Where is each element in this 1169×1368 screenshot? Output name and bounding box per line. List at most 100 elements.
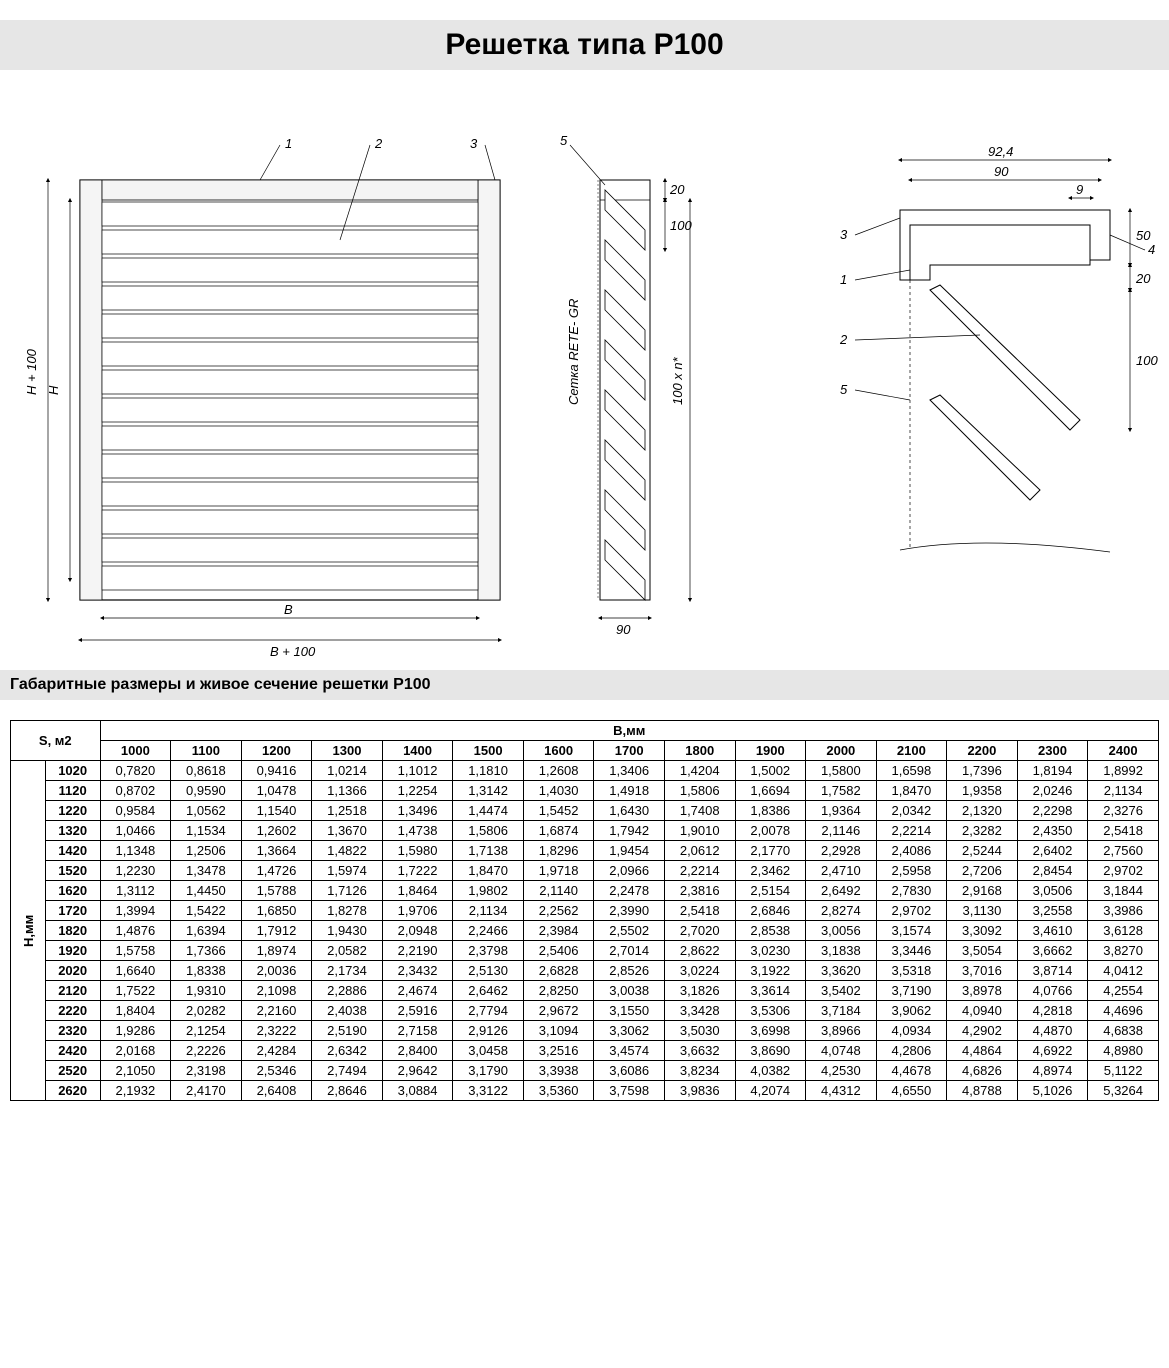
table-corner: S, м2 xyxy=(11,721,101,761)
table-cell: 2,3798 xyxy=(453,941,524,961)
table-cell: 3,5306 xyxy=(735,1001,806,1021)
table-cell: 1,8296 xyxy=(523,841,594,861)
svg-text:5: 5 xyxy=(560,133,568,148)
col-header: 1300 xyxy=(312,741,383,761)
table-cell: 0,8618 xyxy=(171,761,242,781)
table-cell: 2,6402 xyxy=(1017,841,1088,861)
table-cell: 1,1534 xyxy=(171,821,242,841)
table-cell: 5,1026 xyxy=(1017,1081,1088,1101)
table-cell: 3,3938 xyxy=(523,1061,594,1081)
table-cell: 3,1844 xyxy=(1088,881,1159,901)
col-header: 1500 xyxy=(453,741,524,761)
svg-text:100: 100 xyxy=(670,218,692,233)
table-cell: 3,1790 xyxy=(453,1061,524,1081)
table-cell: 1,6850 xyxy=(241,901,312,921)
table-cell: 1,8194 xyxy=(1017,761,1088,781)
table-cell: 1,7366 xyxy=(171,941,242,961)
page-title-bar: Решетка типа Р100 xyxy=(0,20,1169,70)
col-group-header: В,мм xyxy=(100,721,1158,741)
table-cell: 2,0612 xyxy=(664,841,735,861)
col-header: 2400 xyxy=(1088,741,1159,761)
table-cell: 3,3986 xyxy=(1088,901,1159,921)
table-cell: 1,7522 xyxy=(100,981,171,1001)
table-cell: 2,3222 xyxy=(241,1021,312,1041)
table-cell: 2,5190 xyxy=(312,1021,383,1041)
table-cell: 3,6662 xyxy=(1017,941,1088,961)
table-cell: 2,3276 xyxy=(1088,801,1159,821)
table-cell: 3,1826 xyxy=(664,981,735,1001)
table-cell: 1,4204 xyxy=(664,761,735,781)
col-header: 2100 xyxy=(876,741,947,761)
table-cell: 4,2554 xyxy=(1088,981,1159,1001)
table-cell: 3,2558 xyxy=(1017,901,1088,921)
table-cell: 1,7408 xyxy=(664,801,735,821)
table-cell: 4,2530 xyxy=(806,1061,877,1081)
table-cell: 1,4738 xyxy=(382,821,453,841)
svg-text:90: 90 xyxy=(994,164,1009,179)
table-cell: 2,2190 xyxy=(382,941,453,961)
table-cell: 2,9168 xyxy=(947,881,1018,901)
table-cell: 1,2506 xyxy=(171,841,242,861)
table-cell: 0,9416 xyxy=(241,761,312,781)
table-cell: 2,4674 xyxy=(382,981,453,1001)
table-cell: 5,1122 xyxy=(1088,1061,1159,1081)
table-cell: 2,1134 xyxy=(1088,781,1159,801)
table-cell: 4,0382 xyxy=(735,1061,806,1081)
table-cell: 1,8470 xyxy=(453,861,524,881)
table-cell: 2,6828 xyxy=(523,961,594,981)
table-cell: 2,2160 xyxy=(241,1001,312,1021)
row-header: 1120 xyxy=(45,781,100,801)
table-cell: 2,2214 xyxy=(876,821,947,841)
table-cell: 4,0748 xyxy=(806,1041,877,1061)
col-header: 1700 xyxy=(594,741,665,761)
table-cell: 3,4574 xyxy=(594,1041,665,1061)
table-cell: 2,6462 xyxy=(453,981,524,1001)
table-cell: 2,3198 xyxy=(171,1061,242,1081)
table-cell: 3,8714 xyxy=(1017,961,1088,981)
table-cell: 4,6826 xyxy=(947,1061,1018,1081)
table-cell: 0,9584 xyxy=(100,801,171,821)
table-cell: 1,4450 xyxy=(171,881,242,901)
table-cell: 1,3664 xyxy=(241,841,312,861)
table-cell: 4,4312 xyxy=(806,1081,877,1101)
table-cell: 1,1540 xyxy=(241,801,312,821)
table-cell: 1,2254 xyxy=(382,781,453,801)
table-cell: 2,5130 xyxy=(453,961,524,981)
table-cell: 4,8980 xyxy=(1088,1041,1159,1061)
table-cell: 1,6874 xyxy=(523,821,594,841)
table-cell: 2,3990 xyxy=(594,901,665,921)
table-cell: 4,4678 xyxy=(876,1061,947,1081)
table-cell: 2,1050 xyxy=(100,1061,171,1081)
table-cell: 4,0940 xyxy=(947,1001,1018,1021)
table-cell: 1,7396 xyxy=(947,761,1018,781)
row-header: 1720 xyxy=(45,901,100,921)
table-cell: 1,3406 xyxy=(594,761,665,781)
table-cell: 3,8978 xyxy=(947,981,1018,1001)
col-header: 2300 xyxy=(1017,741,1088,761)
table-cell: 1,3478 xyxy=(171,861,242,881)
table-cell: 2,8622 xyxy=(664,941,735,961)
table-cell: 1,5974 xyxy=(312,861,383,881)
table-cell: 1,9706 xyxy=(382,901,453,921)
table-cell: 2,4710 xyxy=(806,861,877,881)
svg-text:100: 100 xyxy=(1136,353,1158,368)
table-cell: 3,1094 xyxy=(523,1021,594,1041)
table-cell: 1,7912 xyxy=(241,921,312,941)
table-cell: 4,2074 xyxy=(735,1081,806,1101)
row-header: 1820 xyxy=(45,921,100,941)
svg-text:3: 3 xyxy=(840,227,848,242)
table-cell: 3,3092 xyxy=(947,921,1018,941)
table-cell: 2,5154 xyxy=(735,881,806,901)
col-header: 1800 xyxy=(664,741,735,761)
table-cell: 2,0078 xyxy=(735,821,806,841)
table-cell: 3,6086 xyxy=(594,1061,665,1081)
table-cell: 3,1838 xyxy=(806,941,877,961)
dimensions-table: S, м2В,мм1000110012001300140015001600170… xyxy=(10,720,1159,1101)
table-cell: 1,9364 xyxy=(806,801,877,821)
table-cell: 1,8404 xyxy=(100,1001,171,1021)
table-cell: 2,6408 xyxy=(241,1081,312,1101)
table-cell: 2,0582 xyxy=(312,941,383,961)
table-cell: 3,4610 xyxy=(1017,921,1088,941)
svg-text:2: 2 xyxy=(374,136,383,151)
table-cell: 1,9286 xyxy=(100,1021,171,1041)
